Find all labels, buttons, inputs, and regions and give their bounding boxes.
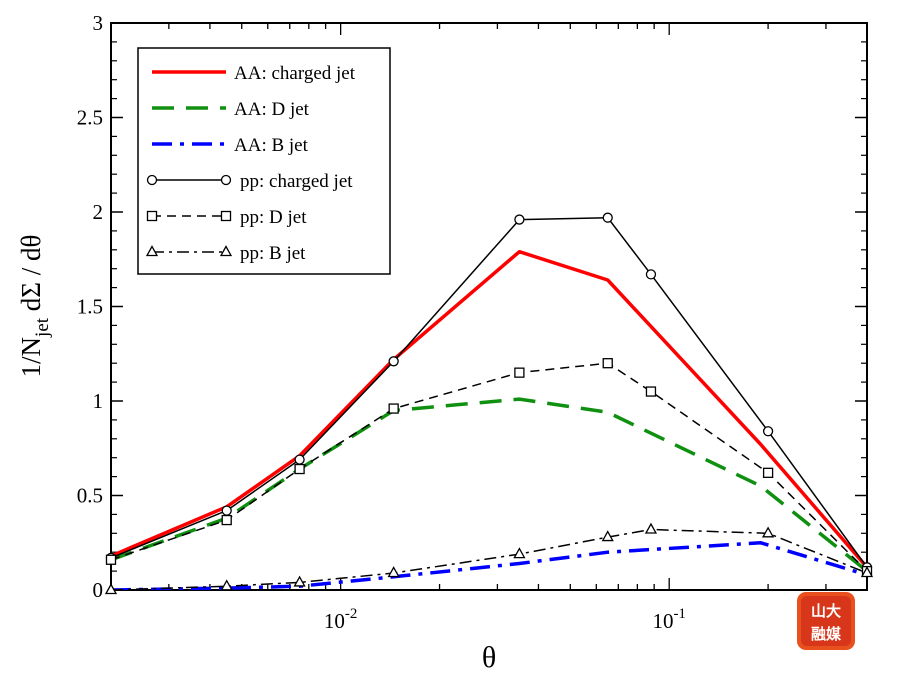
legend-marker xyxy=(146,174,158,186)
legend-label: AA: charged jet xyxy=(234,63,356,84)
data-marker xyxy=(762,426,774,437)
legend-marker xyxy=(220,210,232,222)
y-axis-title: 1/Njet dΣ / dθ xyxy=(16,235,53,378)
y-tick-label: 2.5 xyxy=(77,106,103,130)
series-line-pp-b-jet xyxy=(111,528,867,590)
data-marker xyxy=(602,358,613,369)
data-marker xyxy=(293,575,306,587)
series-line-pp-d-jet xyxy=(111,362,867,572)
y-tick-label: 0.5 xyxy=(77,484,103,508)
data-marker xyxy=(602,212,613,223)
legend-marker xyxy=(146,210,158,222)
data-marker xyxy=(388,356,399,367)
data-marker xyxy=(104,583,118,595)
data-marker xyxy=(105,554,117,565)
y-tick-label: 0 xyxy=(93,578,104,602)
legend: AA: charged jet AA: D jet AA: B jet pp: cha… xyxy=(137,47,391,275)
data-marker xyxy=(387,566,400,578)
data-marker xyxy=(514,367,525,378)
data-marker xyxy=(644,522,658,534)
y-tick-label: 1 xyxy=(93,389,104,413)
legend-box xyxy=(137,47,391,275)
data-marker xyxy=(221,514,232,526)
data-marker xyxy=(601,530,614,542)
data-marker xyxy=(645,386,657,397)
legend-marker xyxy=(145,245,159,257)
data-marker xyxy=(221,505,232,516)
legend-label: AA: D jet xyxy=(234,99,310,120)
data-marker xyxy=(220,579,233,591)
series-line-aa-charged-jet xyxy=(111,249,867,569)
legend-label: pp: charged jet xyxy=(240,171,353,192)
x-tick-label: 10-2 xyxy=(324,606,358,633)
legend-marker xyxy=(219,245,233,257)
watermark-logo: 山大 融媒 xyxy=(797,592,855,650)
markers-layer xyxy=(104,212,874,595)
data-marker xyxy=(513,547,526,559)
data-marker xyxy=(762,467,774,478)
y-axis-ticks: 0 0.5 1 1.5 2 2.5 3 xyxy=(77,11,867,602)
data-marker xyxy=(388,403,399,414)
legend-marker xyxy=(220,174,232,186)
data-marker xyxy=(645,269,657,280)
data-marker xyxy=(761,526,775,538)
legend-label: pp: B jet xyxy=(240,243,306,264)
watermark-line2: 融媒 xyxy=(811,625,842,643)
series-line-aa-b-jet xyxy=(111,541,867,590)
x-axis-title: θ xyxy=(482,641,496,674)
data-marker xyxy=(294,463,305,475)
x-tick-label: 10-1 xyxy=(652,606,686,633)
legend-label: pp: D jet xyxy=(240,207,307,228)
watermark-line1: 山大 xyxy=(811,602,841,620)
y-tick-label: 1.5 xyxy=(77,295,103,319)
series-line-aa-d-jet xyxy=(111,397,867,573)
data-marker xyxy=(860,566,874,578)
data-marker xyxy=(294,454,305,465)
data-marker xyxy=(514,214,525,225)
y-tick-label: 3 xyxy=(93,11,104,35)
y-tick-label: 2 xyxy=(93,200,104,224)
legend-label: AA: B jet xyxy=(234,135,309,156)
